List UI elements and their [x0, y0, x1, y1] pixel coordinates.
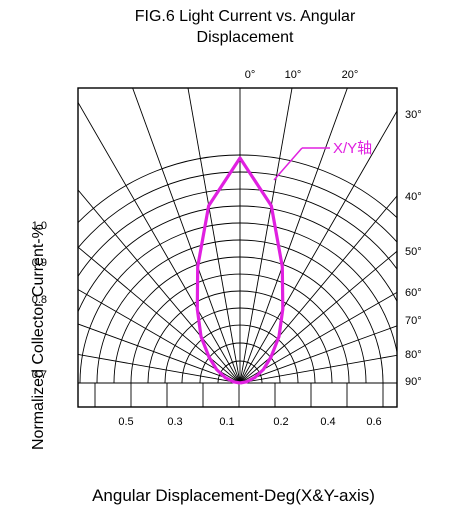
- radial-gridline: [239, 195, 397, 384]
- angle-tick-label: 20°: [342, 69, 359, 81]
- radial-gridline: [239, 250, 397, 384]
- arc-gridline: [199, 342, 281, 384]
- angle-tick-label: 70°: [405, 315, 422, 327]
- value-tick-label: 1.0: [32, 220, 47, 232]
- arc-gridline: [147, 290, 333, 384]
- annotation-label: X/Y轴: [333, 140, 372, 157]
- value-tick-label: 0.8: [32, 294, 47, 306]
- grid: [78, 88, 397, 407]
- arc-gridline: [130, 273, 350, 384]
- radial-gridline: [187, 88, 241, 384]
- angle-tick-label: 40°: [405, 191, 422, 203]
- angle-tick-label: 30°: [405, 109, 422, 121]
- angle-tick-label: 0°: [245, 69, 256, 81]
- radial-gridline: [132, 88, 241, 384]
- arc-gridline: [164, 307, 316, 384]
- radial-gridline: [78, 288, 241, 384]
- radial-gridline: [239, 325, 397, 384]
- value-tick-label: 0.3: [167, 416, 182, 428]
- x-axis-label: Angular Displacement-Deg(X&Y-axis): [92, 486, 375, 505]
- value-tick-label: 0.5: [118, 416, 133, 428]
- value-tick-label: 0.9: [32, 257, 47, 269]
- radial-gridline: [239, 110, 397, 384]
- arc-gridline: [79, 222, 397, 384]
- angle-tick-label: 60°: [405, 287, 422, 299]
- arc-gridline: [78, 188, 397, 278]
- plot-frame: [77, 87, 398, 408]
- radiation-curve: [195, 156, 285, 385]
- chart-title: FIG.6 Light Current vs. Angular Displace…: [134, 8, 356, 46]
- angle-tick-label: 50°: [405, 246, 422, 258]
- radial-gridline: [78, 323, 241, 384]
- value-tick-label: 0.6: [366, 416, 381, 428]
- radial-gridline: [78, 101, 241, 384]
- radial-gridline: [239, 291, 397, 384]
- arc-gridline: [78, 154, 397, 224]
- arc-gridline: [181, 324, 299, 384]
- arc-gridline: [78, 171, 397, 249]
- radial-gridline: [78, 189, 241, 384]
- radial-gridline: [78, 246, 241, 384]
- angle-tick-label: 90°: [405, 376, 422, 388]
- angle-tick-label: 10°: [285, 69, 302, 81]
- radial-gridline: [78, 353, 241, 384]
- value-tick-label: 0.7: [32, 369, 47, 381]
- radial-gridline: [239, 354, 397, 384]
- angle-tick-label: 80°: [405, 349, 422, 361]
- annotation-leader: [273, 147, 303, 181]
- arc-gridline: [96, 239, 384, 384]
- arc-gridline: [113, 256, 367, 384]
- radial-gridline: [239, 88, 348, 384]
- radial-gridline: [239, 88, 293, 384]
- value-tick-label: 0.2: [273, 416, 288, 428]
- value-tick-label: 0.4: [320, 416, 335, 428]
- value-tick-label: 0.1: [219, 416, 234, 428]
